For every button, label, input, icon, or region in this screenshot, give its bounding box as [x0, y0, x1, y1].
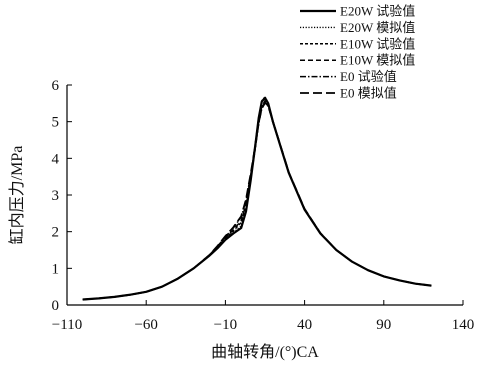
legend-label: E20W 试验值 [340, 4, 415, 19]
x-axis-title: 曲轴转角/(°)CA [211, 343, 319, 361]
y-tick-label: 0 [52, 298, 60, 314]
x-tick-label: 40 [297, 317, 312, 333]
axes [66, 85, 463, 306]
legend-label: E0 试验值 [340, 69, 397, 84]
y-tick-label: 3 [52, 188, 60, 204]
series-line-6 [82, 101, 432, 301]
y-tick-label: 2 [52, 225, 60, 241]
x-tick-label: 90 [376, 317, 391, 333]
y-ticks: 0 1 2 3 4 5 6 [52, 78, 72, 314]
legend-label: E0 模拟值 [340, 86, 397, 101]
y-tick-label: 5 [52, 115, 60, 131]
x-ticks: −110 −60 −10 40 90 140 [52, 300, 474, 333]
y-tick-label: 6 [52, 78, 60, 94]
legend-label: E20W 模拟值 [340, 20, 415, 35]
y-tick-label: 1 [52, 261, 60, 277]
plot-lines [82, 95, 432, 301]
y-axis-title: 缸内压力/MPa [7, 146, 26, 245]
x-tick-label: −60 [134, 317, 157, 333]
y-tick-label: 4 [52, 151, 60, 167]
x-tick-label: 140 [452, 317, 475, 333]
x-tick-label: −10 [214, 317, 237, 333]
x-tick-label: −110 [52, 317, 82, 333]
legend-label: E10W 试验值 [340, 36, 415, 51]
legend-label: E10W 模拟值 [340, 53, 415, 68]
